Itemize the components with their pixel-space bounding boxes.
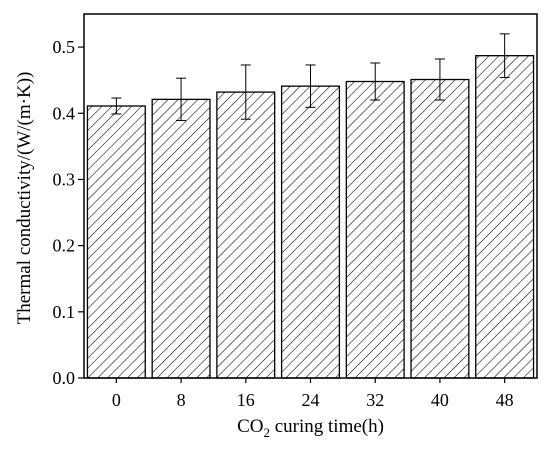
x-tick-label-32: 32 bbox=[366, 390, 384, 410]
error-bar-24 bbox=[305, 64, 316, 108]
x-axis-ticks: 0 8 16 24 32 40 48 bbox=[112, 378, 514, 410]
bar-48 bbox=[475, 55, 535, 379]
error-bar-16 bbox=[240, 64, 251, 120]
y-tick-label-0.3: 0.3 bbox=[53, 169, 76, 189]
x-tick-label-24: 24 bbox=[302, 390, 320, 410]
x-tick-label-8: 8 bbox=[177, 390, 186, 410]
error-bar-8 bbox=[176, 77, 187, 122]
x-axis-title-pre: CO bbox=[237, 416, 263, 437]
x-tick-label-48: 48 bbox=[496, 390, 514, 410]
x-axis-title: CO2 curing time(h) bbox=[237, 416, 384, 440]
bar-40 bbox=[410, 78, 470, 379]
error-bar-48 bbox=[499, 33, 510, 79]
error-bars-layer bbox=[111, 33, 510, 122]
bar-24 bbox=[280, 85, 341, 379]
bar-8 bbox=[151, 98, 211, 379]
error-bar-40 bbox=[434, 58, 445, 101]
bar-16 bbox=[216, 91, 276, 379]
y-tick-label-0.0: 0.0 bbox=[53, 368, 76, 388]
x-axis-title-post: curing time(h) bbox=[270, 416, 384, 437]
y-axis-ticks: 0.0 0.1 0.2 0.3 0.4 0.5 bbox=[53, 37, 84, 388]
y-tick-label-0.1: 0.1 bbox=[53, 302, 76, 322]
x-axis-title-sub: 2 bbox=[263, 425, 270, 440]
error-bar-0 bbox=[111, 97, 122, 115]
bar-0 bbox=[86, 105, 146, 379]
y-tick-label-0.5: 0.5 bbox=[53, 37, 76, 57]
y-axis-title: Thermal conductivity/(W/(m·K)) bbox=[14, 72, 35, 325]
x-tick-label-40: 40 bbox=[431, 390, 449, 410]
y-tick-label-0.2: 0.2 bbox=[53, 236, 76, 256]
x-tick-label-0: 0 bbox=[112, 390, 121, 410]
y-tick-label-0.4: 0.4 bbox=[53, 103, 76, 123]
error-bar-32 bbox=[370, 62, 381, 101]
bars-layer bbox=[86, 55, 535, 379]
bar-32 bbox=[345, 80, 405, 379]
x-tick-label-16: 16 bbox=[237, 390, 255, 410]
